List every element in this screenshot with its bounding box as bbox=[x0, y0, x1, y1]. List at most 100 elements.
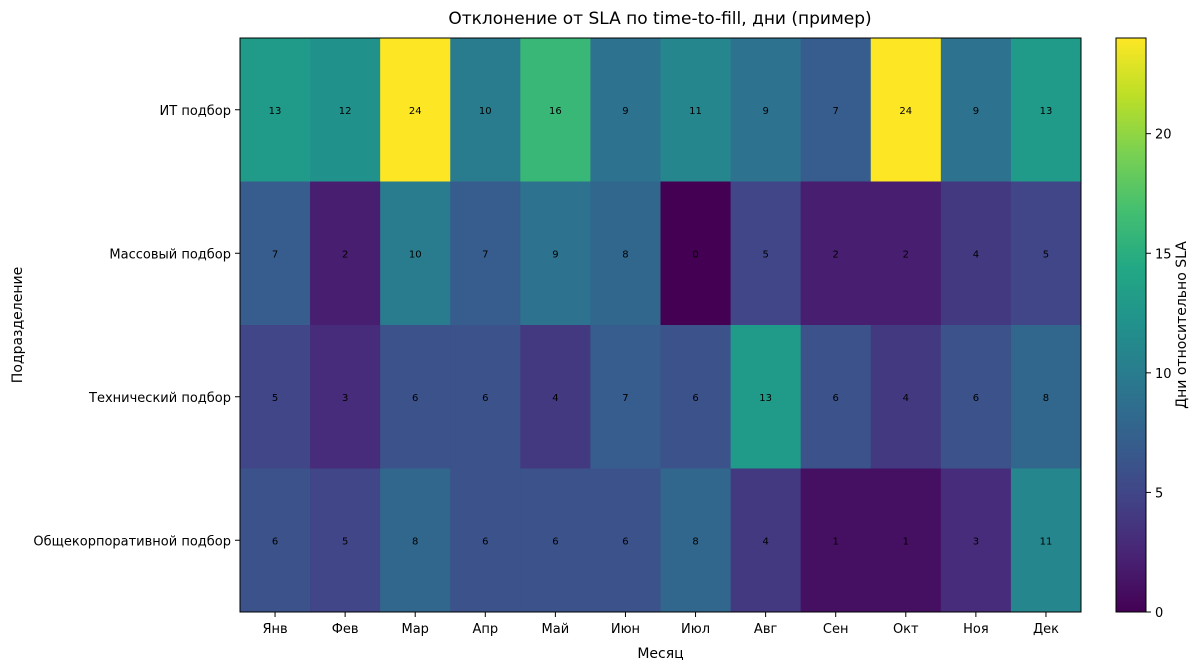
y-axis-ticks: ИТ подбор Массовый подбор Технический подб… bbox=[33, 104, 240, 549]
heatmap-cell bbox=[380, 181, 451, 326]
cell-value-label: 6 bbox=[482, 536, 488, 547]
colorbar-ticks: 0 5 10 15 20 bbox=[1146, 128, 1172, 621]
heatmap-cell bbox=[310, 325, 381, 469]
x-tick-label: Авг bbox=[754, 622, 778, 637]
cell-value-label: 0 bbox=[692, 249, 698, 260]
cell-value-label: 10 bbox=[479, 106, 492, 117]
x-tick-label: Мар bbox=[401, 622, 428, 637]
heatmap-cell bbox=[240, 468, 311, 613]
heatmap-cell bbox=[240, 181, 311, 326]
heatmap-cell bbox=[590, 38, 661, 182]
heatmap-cell bbox=[1010, 468, 1082, 613]
x-tick-label: Сен bbox=[823, 622, 849, 637]
cell-value-label: 6 bbox=[552, 536, 558, 547]
x-tick-label: Май bbox=[542, 622, 570, 637]
cell-value-label: 4 bbox=[552, 393, 558, 404]
heatmap-cell bbox=[870, 468, 942, 613]
heatmap-cell bbox=[1010, 38, 1082, 182]
colorbar-tick-label: 0 bbox=[1155, 606, 1163, 621]
heatmap-cell bbox=[940, 181, 1012, 326]
plot-frame bbox=[239, 37, 1082, 613]
cell-value-label: 10 bbox=[409, 249, 422, 260]
cell-value-label: 13 bbox=[1040, 106, 1053, 117]
heatmap-cell bbox=[940, 325, 1012, 469]
heatmap-cells: 13 12 24 10 16 9 11 9 7 24 9 137 2 10 7 9 8 0 5 2 2 4 55 3 6 6 4 7 6… bbox=[240, 38, 1082, 613]
y-tick-label: ИТ подбор bbox=[160, 104, 231, 119]
heatmap-cell bbox=[380, 325, 451, 469]
colorbar bbox=[1115, 37, 1147, 613]
heatmap-cell bbox=[520, 468, 591, 613]
heatmap-cell bbox=[310, 38, 381, 182]
cell-value-label: 7 bbox=[833, 106, 839, 117]
x-tick-label: Апр bbox=[472, 622, 498, 637]
cell-value-label: 6 bbox=[973, 393, 979, 404]
cell-value-label: 9 bbox=[552, 249, 558, 260]
x-axis-ticks: Янв Фев Мар Апр Май Июн Июл Авг Сен Окт Ноя Дек bbox=[262, 612, 1059, 637]
heatmap-cell bbox=[800, 325, 872, 469]
x-tick-label: Янв bbox=[262, 622, 287, 637]
x-tick-label: Фев bbox=[332, 622, 359, 637]
cell-value-label: 3 bbox=[342, 393, 348, 404]
cell-value-label: 13 bbox=[269, 106, 282, 117]
x-tick-label: Дек bbox=[1033, 622, 1059, 637]
cell-value-label: 5 bbox=[762, 249, 768, 260]
heatmap-cell bbox=[590, 325, 661, 469]
cell-value-label: 7 bbox=[272, 249, 278, 260]
heatmap-cell bbox=[1010, 325, 1082, 469]
cell-value-label: 4 bbox=[762, 536, 768, 547]
cell-value-label: 24 bbox=[899, 106, 912, 117]
cell-value-label: 6 bbox=[692, 393, 698, 404]
heatmap-cell bbox=[870, 325, 942, 469]
cell-value-label: 2 bbox=[833, 249, 839, 260]
cell-value-label: 5 bbox=[1043, 249, 1049, 260]
heatmap-cell bbox=[450, 468, 521, 613]
heatmap-cell bbox=[450, 38, 521, 182]
heatmap-cell bbox=[660, 468, 732, 613]
heatmap-cell bbox=[1010, 181, 1082, 326]
cell-value-label: 9 bbox=[762, 106, 768, 117]
heatmap-cell bbox=[590, 181, 661, 326]
cell-value-label: 6 bbox=[482, 393, 488, 404]
heatmap-cell bbox=[660, 325, 732, 469]
y-tick-label: Массовый подбор bbox=[109, 247, 231, 262]
heatmap-cell bbox=[800, 181, 872, 326]
heatmap-cell bbox=[730, 181, 802, 326]
cell-value-label: 2 bbox=[342, 249, 348, 260]
cell-value-label: 6 bbox=[622, 536, 628, 547]
cell-value-label: 1 bbox=[903, 536, 909, 547]
heatmap-cell bbox=[240, 38, 311, 182]
x-tick-label: Июл bbox=[681, 622, 710, 637]
heatmap-cell bbox=[590, 468, 661, 613]
heatmap-cell bbox=[870, 181, 942, 326]
heatmap-cell bbox=[730, 38, 802, 182]
cell-value-label: 2 bbox=[903, 249, 909, 260]
cell-value-label: 4 bbox=[903, 393, 909, 404]
cell-value-label: 8 bbox=[1043, 393, 1049, 404]
cell-value-label: 8 bbox=[412, 536, 418, 547]
heatmap-cell bbox=[520, 38, 591, 182]
x-tick-label: Окт bbox=[893, 622, 919, 637]
cell-value-label: 3 bbox=[973, 536, 979, 547]
heatmap-cell bbox=[940, 468, 1012, 613]
heatmap-cell bbox=[730, 325, 802, 469]
cell-value-label: 24 bbox=[409, 106, 422, 117]
colorbar-tick-label: 15 bbox=[1155, 247, 1172, 262]
heatmap-cell bbox=[240, 325, 311, 469]
x-tick-label: Июн bbox=[611, 622, 640, 637]
heatmap-cell bbox=[870, 38, 942, 182]
cell-value-label: 7 bbox=[622, 393, 628, 404]
heatmap-cell bbox=[380, 468, 451, 613]
heatmap-cell bbox=[310, 181, 381, 326]
cell-value-label: 7 bbox=[482, 249, 488, 260]
cell-value-label: 11 bbox=[689, 106, 702, 117]
chart-title: Отклонение от SLA по time-to-fill, дни (… bbox=[448, 9, 871, 29]
heatmap-cell bbox=[940, 38, 1012, 182]
cell-value-label: 5 bbox=[342, 536, 348, 547]
cell-value-label: 6 bbox=[272, 536, 278, 547]
colorbar-tick-label: 20 bbox=[1155, 128, 1172, 143]
colorbar-tick-label: 5 bbox=[1155, 486, 1163, 501]
cell-value-label: 6 bbox=[412, 393, 418, 404]
heatmap-cell bbox=[660, 181, 732, 326]
cell-value-label: 12 bbox=[339, 106, 352, 117]
